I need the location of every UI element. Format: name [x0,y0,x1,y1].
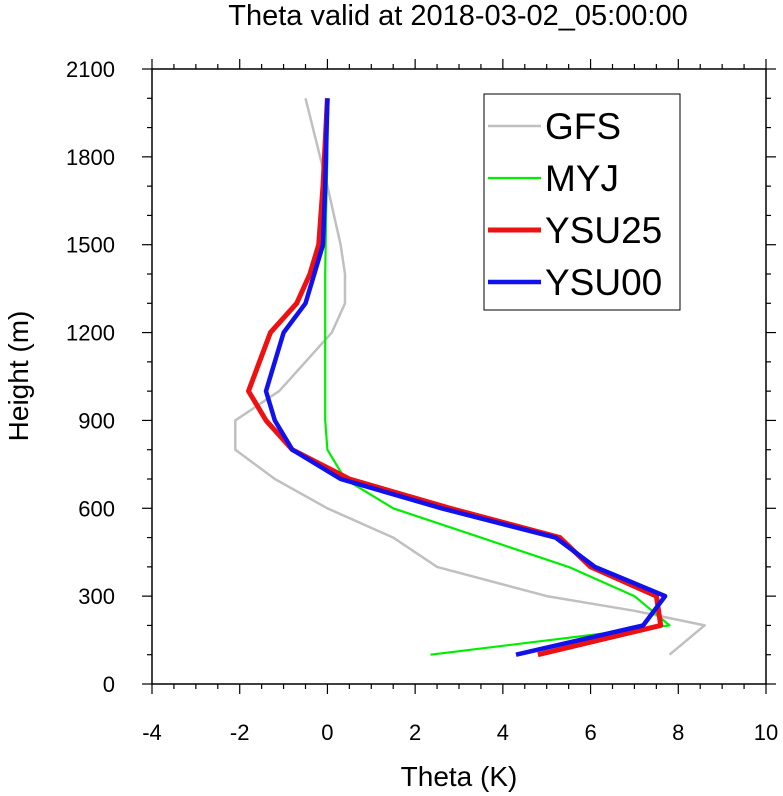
x-tick-label: 6 [584,720,596,745]
y-tick-label: 1500 [66,233,115,258]
y-tick-label: 2100 [66,57,115,82]
x-tick-label: 10 [754,720,778,745]
legend-label-ysu00: YSU00 [545,262,662,303]
axis-ticks [142,59,776,694]
y-tick-label: 900 [78,408,115,433]
series-line-ysu25 [246,98,664,658]
series-line-gfs [234,97,706,656]
y-axis-tick-labels: 0 300 600 900 1200 1500 1800 2100 [66,57,115,697]
series-line-myj [324,98,671,656]
y-tick-label: 600 [78,496,115,521]
x-tick-label: 0 [321,720,333,745]
x-axis-title: Theta (K) [401,761,518,792]
legend-label-ysu25: YSU25 [545,210,662,251]
y-tick-label: 1200 [66,321,115,346]
y-tick-label: 300 [78,584,115,609]
y-axis-title: Height (m) [3,311,34,442]
y-tick-label: 0 [103,672,115,697]
series-line-ysu00 [263,98,668,657]
y-tick-label: 1800 [66,145,115,170]
x-tick-label: 2 [409,720,421,745]
x-tick-label: -2 [230,720,250,745]
x-tick-label: -4 [142,720,162,745]
x-tick-label: 8 [672,720,684,745]
legend-box [483,93,681,311]
x-tick-label: 4 [497,720,509,745]
legend-label-myj: MYJ [545,158,619,199]
legend: GFS MYJ YSU25 YSU00 [483,93,681,311]
x-axis-tick-labels: -4 -2 0 2 4 6 8 10 [142,720,778,745]
legend-label-gfs: GFS [545,106,621,147]
plot-lines [234,97,706,658]
chart-title: Theta valid at 2018-03-02_05:00:00 [228,0,688,32]
